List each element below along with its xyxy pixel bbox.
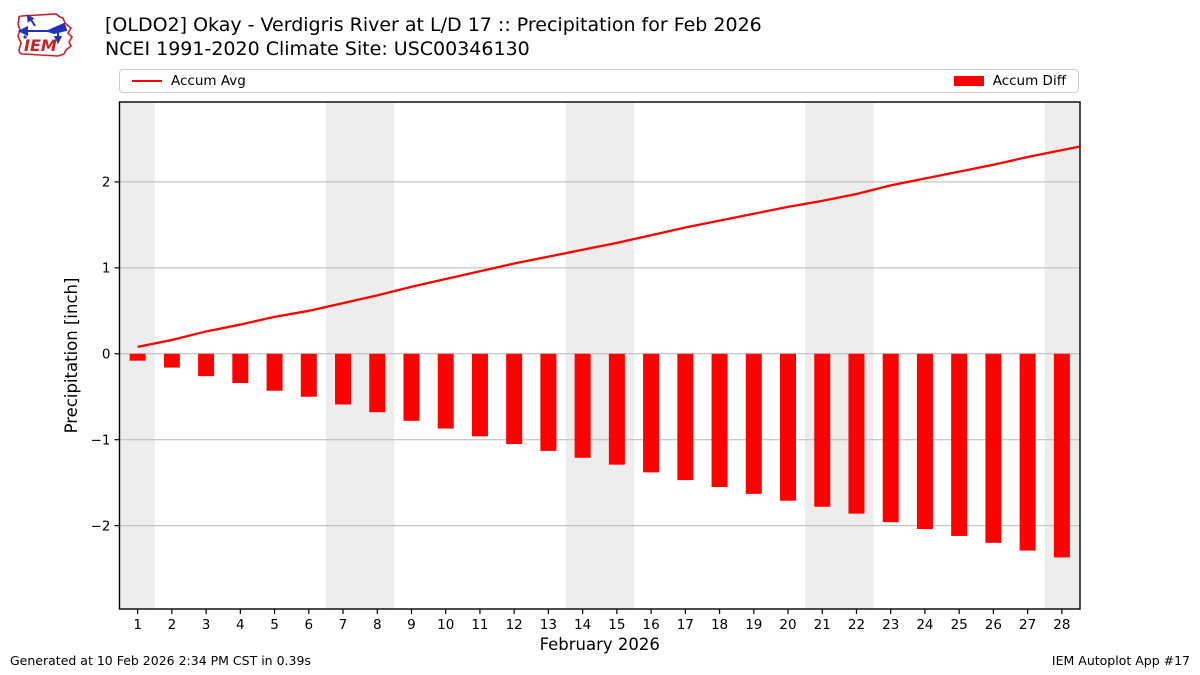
x-tick-label: 19 bbox=[745, 617, 762, 633]
x-tick-label: 18 bbox=[711, 617, 728, 633]
accum-diff-bar-feb-3 bbox=[198, 353, 215, 377]
x-tick-label: 22 bbox=[848, 617, 865, 633]
x-tick-label: 16 bbox=[643, 617, 660, 633]
accum-diff-bar-feb-18 bbox=[711, 353, 728, 487]
accum-diff-bar-feb-20 bbox=[780, 353, 797, 501]
x-tick-label: 25 bbox=[951, 617, 968, 633]
x-tick-label: 15 bbox=[608, 617, 625, 633]
x-axis-label: February 2026 bbox=[540, 635, 660, 654]
x-tick-label: 17 bbox=[677, 617, 694, 633]
accum-diff-bar-feb-12 bbox=[506, 353, 523, 445]
logo-text: IEM bbox=[24, 36, 57, 55]
x-tick-label: 9 bbox=[407, 617, 416, 633]
accum-diff-bar-feb-28 bbox=[1053, 353, 1070, 558]
accum-diff-bar-feb-9 bbox=[403, 353, 420, 421]
accum-diff-bar-feb-23 bbox=[882, 353, 899, 523]
x-tick-label: 12 bbox=[506, 617, 523, 633]
accum-diff-bar-feb-11 bbox=[471, 353, 488, 437]
accum-diff-bar-feb-21 bbox=[814, 353, 831, 507]
accum-diff-bar-feb-24 bbox=[916, 353, 933, 530]
accum-diff-bar-feb-8 bbox=[369, 353, 386, 413]
accum-diff-bar-feb-17 bbox=[677, 353, 694, 481]
generation-timestamp: Generated at 10 Feb 2026 2:34 PM CST in … bbox=[10, 653, 311, 668]
accum-diff-bar-feb-14 bbox=[574, 353, 591, 458]
accum-diff-bar-feb-13 bbox=[540, 353, 557, 451]
y-tick-label: 1 bbox=[102, 261, 111, 277]
y-tick-label: −2 bbox=[91, 518, 111, 534]
x-tick-label: 4 bbox=[236, 617, 245, 633]
accum-diff-bar-feb-22 bbox=[848, 353, 865, 514]
iem-logo: IEM bbox=[17, 13, 74, 57]
y-tick-label: 2 bbox=[102, 175, 111, 191]
accum-diff-bar-feb-27 bbox=[1019, 353, 1036, 551]
legend-item-accum-diff: Accum Diff bbox=[953, 73, 1066, 89]
legend-label-accum-avg: Accum Avg bbox=[171, 73, 246, 89]
accum-avg-line bbox=[137, 145, 1081, 349]
legend-label-accum-diff: Accum Diff bbox=[992, 73, 1066, 89]
axes-frame bbox=[118, 101, 1081, 610]
line-swatch-icon bbox=[132, 80, 162, 82]
accum-diff-bar-feb-26 bbox=[985, 353, 1002, 543]
y-tick-label: 0 bbox=[102, 347, 111, 363]
x-tick-label: 27 bbox=[1019, 617, 1036, 633]
accum-diff-bar-feb-16 bbox=[643, 353, 660, 473]
app-credit: IEM Autoplot App #17 bbox=[1051, 653, 1190, 668]
x-tick-label: 6 bbox=[304, 617, 313, 633]
x-tick-label: 24 bbox=[916, 617, 933, 633]
accum-diff-bar-feb-7 bbox=[335, 353, 352, 405]
iowa-outline bbox=[17, 13, 74, 57]
bar-swatch-icon bbox=[953, 76, 984, 86]
chart-subtitle: NCEI 1991-2020 Climate Site: USC00346130 bbox=[105, 38, 530, 60]
legend: Accum Avg Accum Diff bbox=[119, 69, 1079, 93]
y-tick-label: −1 bbox=[91, 433, 111, 449]
accum-diff-bar-feb-10 bbox=[437, 353, 454, 429]
y-axis-label: Precipitation [inch] bbox=[62, 278, 81, 434]
accum-diff-bar-feb-1 bbox=[129, 353, 146, 361]
x-tick-label: 21 bbox=[814, 617, 831, 633]
x-tick-label: 14 bbox=[574, 617, 591, 633]
x-tick-label: 13 bbox=[540, 617, 557, 633]
x-tick-label: 3 bbox=[202, 617, 211, 633]
x-tick-label: 26 bbox=[985, 617, 1002, 633]
x-tick-label: 20 bbox=[779, 617, 796, 633]
accum-diff-bar-feb-5 bbox=[266, 353, 283, 391]
accum-diff-bar-feb-6 bbox=[300, 353, 317, 397]
chart-title: [OLDO2] Okay - Verdigris River at L/D 17… bbox=[105, 14, 762, 36]
legend-item-accum-avg: Accum Avg bbox=[132, 73, 246, 89]
x-tick-label: 5 bbox=[270, 617, 279, 633]
x-tick-label: 10 bbox=[437, 617, 454, 633]
x-tick-label: 23 bbox=[882, 617, 899, 633]
x-tick-label: 28 bbox=[1053, 617, 1070, 633]
accum-diff-bar-feb-25 bbox=[951, 353, 968, 536]
x-tick-label: 11 bbox=[471, 617, 488, 633]
accum-diff-bar-feb-15 bbox=[608, 353, 625, 465]
x-tick-label: 8 bbox=[373, 617, 382, 633]
accum-diff-bar-feb-19 bbox=[745, 353, 762, 494]
weathervane-icon bbox=[17, 14, 68, 45]
x-tick-label: 7 bbox=[339, 617, 348, 633]
x-tick-label: 1 bbox=[133, 617, 142, 633]
accum-diff-bar-feb-2 bbox=[163, 353, 180, 368]
x-tick-label: 2 bbox=[168, 617, 177, 633]
accum-diff-bar-feb-4 bbox=[232, 353, 249, 383]
